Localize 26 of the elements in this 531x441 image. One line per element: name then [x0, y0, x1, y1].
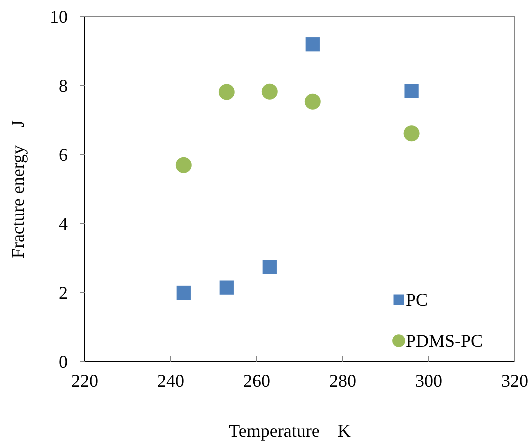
point	[262, 260, 277, 274]
y-tick-label: 10	[50, 6, 68, 27]
y-tick-label: 2	[59, 282, 68, 303]
x-tick-label: 260	[244, 370, 270, 391]
legend-label: PC	[406, 290, 428, 310]
point	[404, 84, 419, 98]
y-tick-label: 4	[59, 214, 68, 234]
x-tick-label: 300	[416, 370, 442, 391]
x-tick-label: 280	[330, 370, 356, 391]
x-tick-label: 320	[502, 370, 528, 391]
x-tick-label: 220	[72, 370, 98, 391]
y-tick-label: 6	[59, 144, 68, 165]
point	[304, 94, 321, 110]
point	[176, 286, 191, 300]
point	[404, 126, 420, 142]
y-tick-label: 8	[59, 76, 68, 96]
legend-label: PDMS-PC	[406, 331, 484, 351]
x-tick-label: 240	[158, 370, 184, 391]
point	[220, 280, 234, 295]
point	[218, 84, 235, 100]
x-axis-title: Temperature K	[229, 421, 351, 441]
point	[176, 157, 192, 174]
y-tick-label: 0	[59, 352, 68, 372]
y-axis-title: Fracture energy J	[8, 120, 28, 259]
point	[306, 38, 320, 52]
point	[262, 84, 278, 100]
